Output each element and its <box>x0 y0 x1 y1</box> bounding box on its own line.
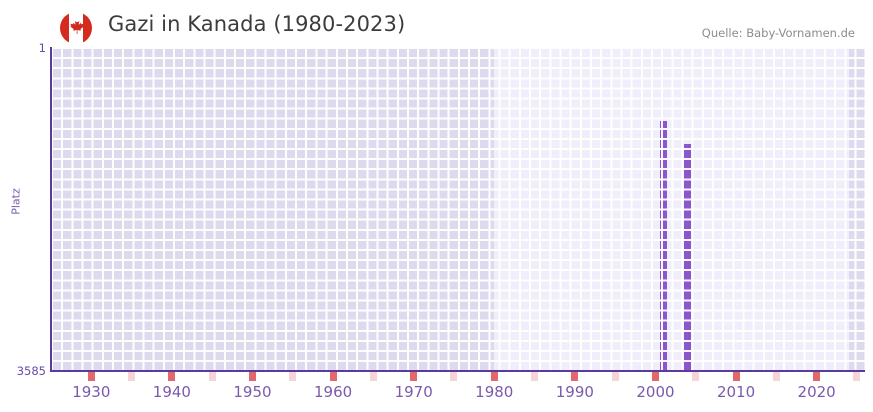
grid-overlay <box>51 47 865 371</box>
x-tick-major-1990 <box>571 372 579 381</box>
x-tick-minor-1965 <box>369 372 377 381</box>
chart-header: Gazi in Kanada (1980-2023) Quelle: Baby-… <box>0 0 873 44</box>
y-tick-label-top: 1 <box>38 41 46 55</box>
maple-leaf-icon <box>70 19 84 34</box>
x-tick-major-1960 <box>329 372 337 381</box>
x-axis-label-1990: 1990 <box>555 383 594 401</box>
page-title: Gazi in Kanada (1980-2023) <box>108 12 406 36</box>
x-tick-major-1970 <box>410 372 418 381</box>
x-tick-minor-2025 <box>853 372 861 381</box>
y-axis-title: Platz <box>9 188 23 215</box>
x-tick-major-2010 <box>732 372 740 381</box>
x-tick-major-1980 <box>490 372 498 381</box>
flag-band-right <box>83 12 92 44</box>
plot-area <box>51 47 865 371</box>
x-tick-minor-1975 <box>450 372 458 381</box>
x-tick-major-1930 <box>87 372 95 381</box>
x-tick-minor-1985 <box>531 372 539 381</box>
x-tick-major-2020 <box>813 372 821 381</box>
source-label: Quelle: Baby-Vornamen.de <box>701 26 855 40</box>
y-axis-line <box>50 47 52 372</box>
x-tick-major-1950 <box>248 372 256 381</box>
x-tick-minor-1945 <box>208 372 216 381</box>
x-tick-minor-1955 <box>289 372 297 381</box>
x-tick-minor-1995 <box>611 372 619 381</box>
x-axis-label-1980: 1980 <box>475 383 514 401</box>
x-axis-label-1960: 1960 <box>313 383 353 401</box>
flag-band-left <box>60 12 69 44</box>
x-tick-major-1940 <box>168 372 176 381</box>
y-tick-label-bottom: 3585 <box>16 364 46 378</box>
x-axis-label-1950: 1950 <box>233 383 272 401</box>
x-tick-minor-2015 <box>772 372 780 381</box>
x-axis-label-2000: 2000 <box>636 383 675 401</box>
x-tick-major-2000 <box>651 372 659 381</box>
x-tick-minor-2005 <box>692 372 700 381</box>
canada-flag-icon <box>60 12 92 44</box>
x-axis-label-1970: 1970 <box>394 383 433 401</box>
x-axis-line <box>50 370 865 372</box>
x-axis-label-1940: 1940 <box>152 383 191 401</box>
x-tick-minor-1935 <box>128 372 136 381</box>
x-axis-label-1930: 1930 <box>72 383 111 401</box>
x-axis-label-2020: 2020 <box>797 383 836 401</box>
x-axis-label-2010: 2010 <box>716 383 756 401</box>
